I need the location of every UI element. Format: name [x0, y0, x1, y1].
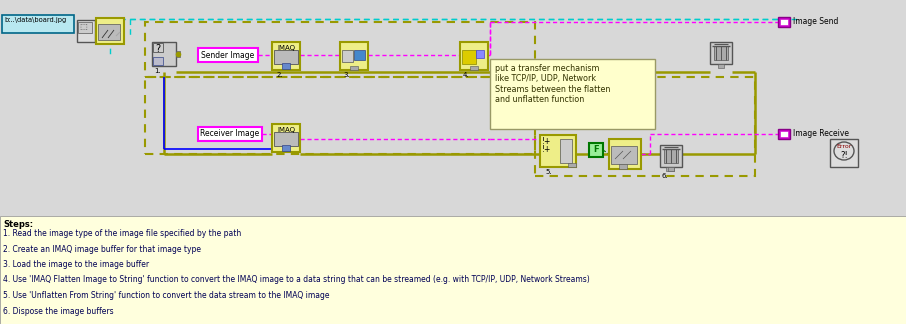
Text: Error: Error [836, 145, 852, 149]
Bar [198, 127, 262, 141]
Text: 1.: 1. [154, 68, 160, 74]
Text: F: F [593, 145, 599, 155]
Bar [490, 59, 655, 129]
Text: 2.: 2. [277, 72, 284, 78]
Bar [668, 167, 674, 171]
Bar [462, 50, 476, 64]
Bar [664, 149, 678, 163]
Bar [272, 42, 300, 70]
Text: Steps:: Steps: [3, 220, 34, 229]
Bar [342, 50, 353, 62]
Text: 6. Dispose the image buffers: 6. Dispose the image buffers [3, 307, 113, 316]
Bar [282, 63, 290, 69]
Text: 4.: 4. [463, 72, 469, 78]
Bar [589, 143, 603, 157]
Bar [666, 167, 674, 171]
Text: IMAQ: IMAQ [277, 127, 295, 133]
Bar [830, 139, 858, 167]
Bar [568, 163, 576, 167]
Text: 3.: 3. [343, 72, 350, 78]
Bar [272, 124, 300, 152]
Bar [718, 64, 724, 68]
Bar [274, 50, 298, 64]
Bar [535, 77, 755, 176]
Text: ?: ? [155, 44, 160, 54]
Bar [98, 24, 120, 40]
Bar [153, 57, 163, 65]
Bar [780, 19, 788, 25]
Bar [778, 17, 790, 27]
Text: Image Send: Image Send [793, 17, 838, 27]
Text: !+: !+ [542, 145, 552, 154]
Text: 1. Read the image type of the image file specified by the path: 1. Read the image type of the image file… [3, 229, 241, 238]
Text: 6.: 6. [662, 173, 669, 179]
Bar [78, 22, 92, 33]
Bar [354, 50, 365, 60]
Text: 2. Create an IMAQ image buffer for that image type: 2. Create an IMAQ image buffer for that … [3, 245, 201, 253]
Bar [710, 42, 732, 64]
Text: 5.: 5. [545, 169, 552, 175]
Text: Image Receive: Image Receive [793, 130, 849, 138]
Bar [470, 66, 478, 70]
Bar [611, 146, 637, 164]
Text: ?!: ?! [840, 151, 848, 159]
Bar [778, 129, 790, 139]
Bar [619, 164, 627, 169]
Text: 5. Use 'Unflatten From String' function to convert the data stream to the IMAQ i: 5. Use 'Unflatten From String' function … [3, 291, 330, 300]
Bar [460, 42, 488, 70]
Text: !+: !+ [542, 137, 552, 146]
Bar [198, 48, 258, 62]
Bar [714, 46, 728, 60]
Text: ⬚: ⬚ [79, 22, 87, 31]
Text: 3. Load the image to the image buffer: 3. Load the image to the image buffer [3, 260, 149, 269]
Bar [560, 139, 572, 163]
Text: Receiver Image: Receiver Image [200, 130, 260, 138]
Bar [0, 216, 906, 324]
Bar [153, 43, 163, 52]
Bar [660, 145, 682, 167]
Bar [476, 50, 484, 58]
Bar [540, 135, 576, 167]
Bar [0, 0, 906, 216]
Bar [780, 131, 788, 137]
Text: Sender Image: Sender Image [201, 51, 255, 60]
Bar [274, 132, 298, 146]
Bar [145, 22, 535, 77]
Bar [77, 20, 95, 42]
Bar [152, 42, 176, 66]
Bar [96, 18, 124, 44]
Text: 4. Use 'IMAQ Flatten Image to String' function to convert the IMAQ image to a da: 4. Use 'IMAQ Flatten Image to String' fu… [3, 275, 590, 284]
Bar [609, 139, 641, 169]
Bar [282, 145, 290, 151]
Text: put a transfer mechanism
like TCP/IP, UDP, Network
Streams between the flatten
a: put a transfer mechanism like TCP/IP, UD… [495, 64, 611, 104]
Bar [2, 15, 74, 33]
Bar [340, 42, 368, 70]
Bar [145, 77, 535, 154]
Text: IMAQ: IMAQ [277, 45, 295, 51]
Bar [176, 51, 180, 57]
Ellipse shape [834, 142, 854, 160]
Bar [350, 66, 358, 70]
Text: b:..\data\board.jpg: b:..\data\board.jpg [4, 17, 66, 23]
